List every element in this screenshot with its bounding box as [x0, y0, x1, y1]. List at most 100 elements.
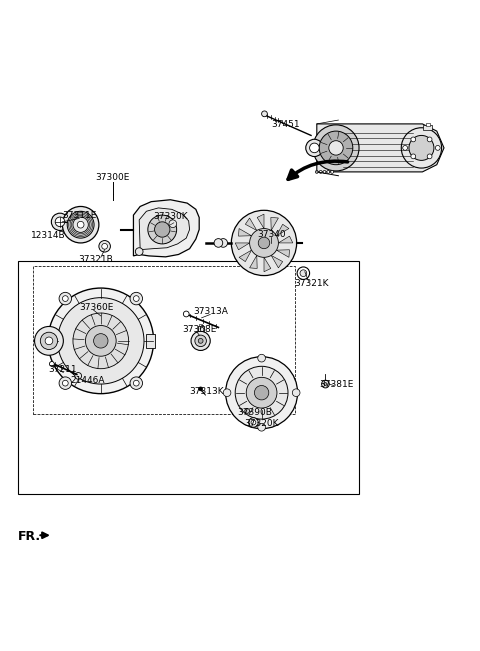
Circle shape — [258, 423, 265, 431]
Circle shape — [219, 239, 228, 247]
Text: 37390B: 37390B — [237, 408, 272, 417]
Circle shape — [133, 296, 139, 301]
Circle shape — [155, 222, 170, 237]
Circle shape — [35, 326, 63, 355]
Circle shape — [223, 389, 231, 396]
Polygon shape — [245, 218, 257, 230]
Circle shape — [411, 137, 416, 142]
Circle shape — [427, 137, 432, 142]
Circle shape — [250, 229, 278, 257]
Circle shape — [130, 377, 143, 389]
Circle shape — [300, 270, 307, 277]
Circle shape — [191, 331, 210, 350]
Circle shape — [319, 171, 322, 173]
Circle shape — [77, 221, 84, 228]
Circle shape — [313, 125, 359, 171]
Circle shape — [62, 296, 68, 301]
Circle shape — [297, 267, 310, 279]
Circle shape — [262, 111, 267, 117]
Text: 37368E: 37368E — [182, 325, 216, 334]
Circle shape — [310, 143, 319, 153]
Circle shape — [306, 139, 323, 156]
Circle shape — [226, 357, 298, 429]
Bar — [198, 326, 204, 331]
Circle shape — [40, 332, 58, 350]
Polygon shape — [264, 257, 271, 271]
Text: 37320K: 37320K — [244, 419, 279, 428]
Circle shape — [231, 210, 297, 275]
Circle shape — [251, 420, 256, 425]
Circle shape — [73, 313, 129, 368]
Polygon shape — [276, 225, 289, 236]
Circle shape — [55, 217, 65, 227]
Circle shape — [59, 292, 72, 305]
Polygon shape — [271, 255, 283, 268]
Polygon shape — [239, 229, 252, 236]
Circle shape — [199, 387, 203, 391]
Circle shape — [94, 334, 108, 348]
Circle shape — [75, 372, 82, 380]
Circle shape — [148, 215, 177, 244]
Text: 37313K: 37313K — [189, 387, 224, 396]
Circle shape — [403, 146, 408, 150]
Circle shape — [62, 380, 68, 386]
Polygon shape — [235, 243, 250, 250]
Circle shape — [133, 380, 139, 386]
Circle shape — [62, 206, 99, 243]
Text: 37381E: 37381E — [319, 380, 353, 389]
Text: 37340: 37340 — [257, 230, 286, 239]
Circle shape — [48, 288, 154, 394]
Polygon shape — [239, 250, 252, 262]
Polygon shape — [133, 200, 199, 257]
Circle shape — [49, 361, 54, 367]
Circle shape — [411, 154, 416, 159]
Circle shape — [99, 240, 110, 252]
Text: 37321K: 37321K — [295, 279, 329, 288]
Circle shape — [327, 171, 330, 173]
Text: 12314B: 12314B — [31, 230, 65, 240]
Text: 37311E: 37311E — [62, 211, 96, 219]
Circle shape — [409, 135, 434, 160]
Bar — [199, 324, 202, 326]
Circle shape — [329, 141, 343, 155]
Text: 37360E: 37360E — [79, 303, 113, 312]
Circle shape — [322, 380, 329, 388]
Text: 21446A: 21446A — [71, 376, 105, 385]
Circle shape — [73, 217, 88, 232]
Circle shape — [315, 171, 318, 173]
Circle shape — [183, 311, 189, 317]
Text: 37330K: 37330K — [153, 212, 188, 221]
Circle shape — [245, 409, 250, 413]
Circle shape — [198, 339, 203, 343]
Circle shape — [195, 335, 206, 346]
Circle shape — [67, 212, 94, 238]
Circle shape — [246, 378, 277, 408]
Text: 37300E: 37300E — [96, 173, 130, 182]
Bar — [423, 125, 432, 130]
Circle shape — [169, 220, 177, 228]
Circle shape — [130, 292, 143, 305]
Circle shape — [235, 367, 288, 419]
Circle shape — [214, 239, 223, 247]
Circle shape — [292, 389, 300, 396]
Circle shape — [102, 243, 108, 249]
Circle shape — [323, 171, 326, 173]
Circle shape — [435, 146, 440, 150]
Polygon shape — [317, 124, 444, 172]
Circle shape — [59, 377, 72, 389]
Polygon shape — [250, 255, 257, 268]
Circle shape — [45, 337, 53, 344]
Polygon shape — [139, 208, 190, 250]
Circle shape — [85, 326, 116, 356]
Text: 37313A: 37313A — [194, 307, 228, 316]
Circle shape — [51, 213, 69, 230]
Circle shape — [135, 248, 143, 255]
Polygon shape — [278, 236, 293, 243]
Bar — [146, 334, 155, 348]
Circle shape — [319, 131, 353, 165]
Circle shape — [254, 385, 269, 400]
Circle shape — [258, 237, 270, 249]
Circle shape — [324, 383, 327, 385]
Text: 37321B: 37321B — [79, 255, 113, 264]
Circle shape — [249, 418, 258, 427]
